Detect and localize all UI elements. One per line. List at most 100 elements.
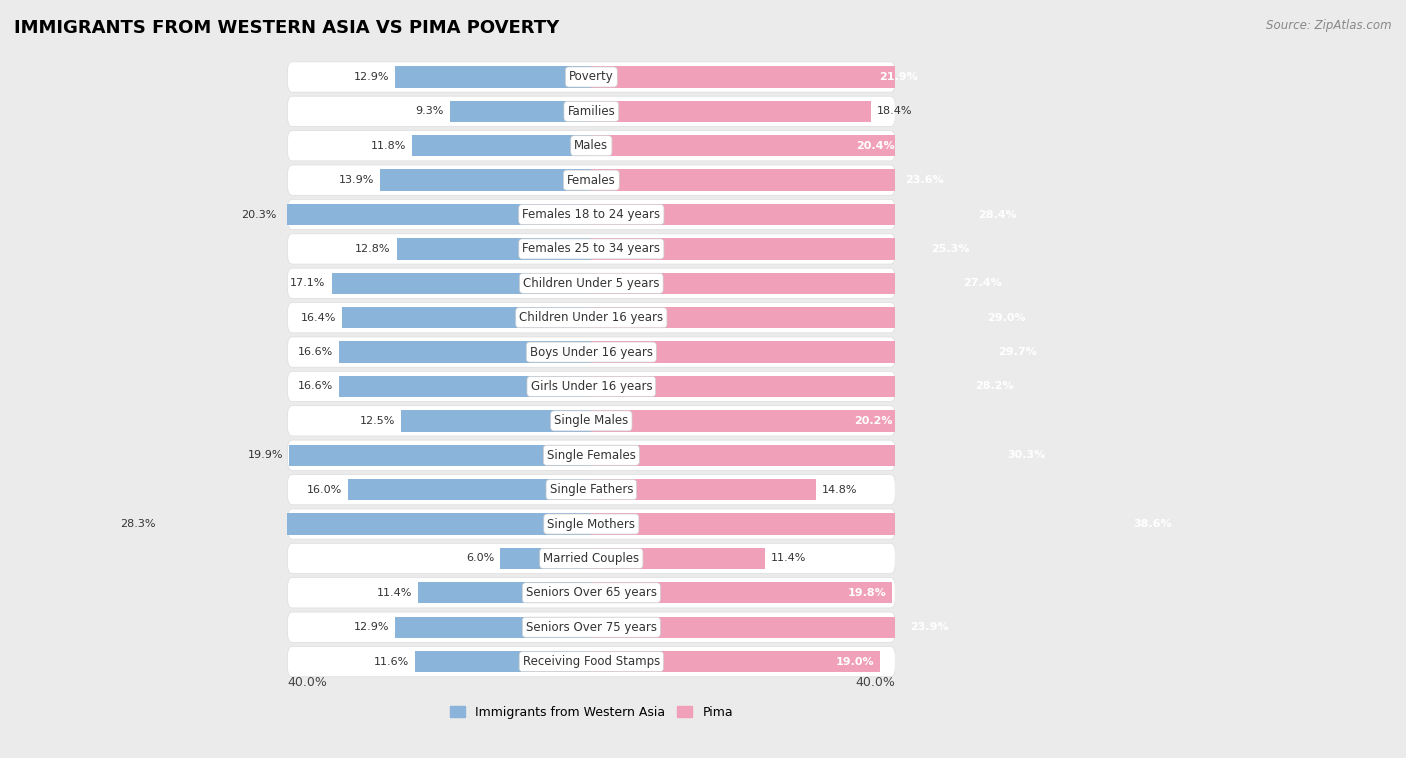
FancyBboxPatch shape bbox=[287, 543, 896, 574]
Text: Married Couples: Married Couples bbox=[543, 552, 640, 565]
Text: Children Under 5 years: Children Under 5 years bbox=[523, 277, 659, 290]
Bar bbox=[592, 651, 880, 672]
Text: 21.9%: 21.9% bbox=[879, 72, 918, 82]
Text: Source: ZipAtlas.com: Source: ZipAtlas.com bbox=[1267, 19, 1392, 32]
Bar bbox=[592, 66, 924, 88]
Text: Seniors Over 75 years: Seniors Over 75 years bbox=[526, 621, 657, 634]
FancyBboxPatch shape bbox=[287, 475, 896, 505]
Text: 20.2%: 20.2% bbox=[853, 416, 893, 426]
Bar bbox=[290, 445, 592, 466]
Text: 30.3%: 30.3% bbox=[1007, 450, 1046, 460]
FancyBboxPatch shape bbox=[287, 337, 896, 367]
Bar bbox=[395, 66, 592, 88]
Text: Seniors Over 65 years: Seniors Over 65 years bbox=[526, 586, 657, 600]
Text: 19.8%: 19.8% bbox=[848, 587, 886, 598]
Text: 29.7%: 29.7% bbox=[998, 347, 1036, 357]
Text: 28.3%: 28.3% bbox=[120, 519, 155, 529]
Text: Single Fathers: Single Fathers bbox=[550, 483, 633, 496]
Text: 40.0%: 40.0% bbox=[855, 676, 896, 690]
Bar bbox=[339, 376, 592, 397]
FancyBboxPatch shape bbox=[287, 130, 896, 161]
Text: 12.5%: 12.5% bbox=[360, 416, 395, 426]
Text: 13.9%: 13.9% bbox=[339, 175, 374, 185]
Text: 6.0%: 6.0% bbox=[465, 553, 494, 563]
Text: 16.6%: 16.6% bbox=[298, 381, 333, 391]
Bar bbox=[592, 135, 901, 156]
FancyBboxPatch shape bbox=[287, 96, 896, 127]
FancyBboxPatch shape bbox=[287, 647, 896, 677]
Text: 38.6%: 38.6% bbox=[1133, 519, 1171, 529]
Bar bbox=[592, 101, 870, 122]
Text: 17.1%: 17.1% bbox=[290, 278, 325, 288]
Text: 14.8%: 14.8% bbox=[823, 484, 858, 495]
Text: 20.3%: 20.3% bbox=[242, 209, 277, 220]
Bar bbox=[342, 307, 592, 328]
Text: Children Under 16 years: Children Under 16 years bbox=[519, 312, 664, 324]
Text: 29.0%: 29.0% bbox=[987, 313, 1026, 323]
Text: 11.6%: 11.6% bbox=[374, 656, 409, 666]
Bar bbox=[349, 479, 592, 500]
Text: 9.3%: 9.3% bbox=[416, 106, 444, 117]
FancyBboxPatch shape bbox=[287, 233, 896, 264]
FancyBboxPatch shape bbox=[287, 302, 896, 333]
FancyBboxPatch shape bbox=[287, 371, 896, 402]
FancyBboxPatch shape bbox=[287, 62, 896, 92]
Bar bbox=[592, 548, 765, 569]
Text: 28.4%: 28.4% bbox=[979, 209, 1017, 220]
Text: Males: Males bbox=[574, 139, 609, 152]
Bar bbox=[592, 204, 1022, 225]
Bar bbox=[501, 548, 592, 569]
Text: 20.4%: 20.4% bbox=[856, 141, 896, 151]
FancyBboxPatch shape bbox=[287, 578, 896, 608]
FancyBboxPatch shape bbox=[287, 199, 896, 230]
Text: Single Females: Single Females bbox=[547, 449, 636, 462]
Bar bbox=[592, 341, 1043, 363]
Bar bbox=[380, 170, 592, 191]
FancyBboxPatch shape bbox=[287, 612, 896, 642]
Text: IMMIGRANTS FROM WESTERN ASIA VS PIMA POVERTY: IMMIGRANTS FROM WESTERN ASIA VS PIMA POV… bbox=[14, 19, 560, 37]
Text: Females 18 to 24 years: Females 18 to 24 years bbox=[522, 208, 661, 221]
Text: 16.0%: 16.0% bbox=[307, 484, 342, 495]
Text: Families: Families bbox=[568, 105, 616, 117]
Text: 12.9%: 12.9% bbox=[354, 622, 389, 632]
Text: 25.3%: 25.3% bbox=[931, 244, 970, 254]
Text: 12.9%: 12.9% bbox=[354, 72, 389, 82]
Text: 27.4%: 27.4% bbox=[963, 278, 1001, 288]
Text: Receiving Food Stamps: Receiving Food Stamps bbox=[523, 655, 659, 668]
Text: 19.9%: 19.9% bbox=[247, 450, 283, 460]
Bar bbox=[592, 513, 1178, 534]
Bar bbox=[339, 341, 592, 363]
Bar bbox=[395, 616, 592, 637]
Bar bbox=[415, 651, 592, 672]
Text: Females 25 to 34 years: Females 25 to 34 years bbox=[523, 243, 661, 255]
Text: Single Males: Single Males bbox=[554, 415, 628, 428]
Text: 40.0%: 40.0% bbox=[287, 676, 328, 690]
Bar bbox=[592, 410, 898, 431]
Bar bbox=[592, 445, 1052, 466]
Text: 11.4%: 11.4% bbox=[377, 587, 412, 598]
FancyBboxPatch shape bbox=[287, 268, 896, 299]
Bar bbox=[396, 238, 592, 259]
Legend: Immigrants from Western Asia, Pima: Immigrants from Western Asia, Pima bbox=[444, 700, 738, 724]
Bar bbox=[283, 204, 592, 225]
Bar bbox=[592, 582, 893, 603]
Text: 28.2%: 28.2% bbox=[976, 381, 1014, 391]
FancyBboxPatch shape bbox=[287, 509, 896, 539]
Bar bbox=[412, 135, 592, 156]
FancyBboxPatch shape bbox=[287, 165, 896, 196]
Bar bbox=[418, 582, 592, 603]
Text: Poverty: Poverty bbox=[569, 70, 614, 83]
Bar bbox=[450, 101, 592, 122]
Bar bbox=[592, 376, 1019, 397]
Text: 11.4%: 11.4% bbox=[770, 553, 806, 563]
Text: 23.6%: 23.6% bbox=[905, 175, 943, 185]
Text: Single Mothers: Single Mothers bbox=[547, 518, 636, 531]
Bar bbox=[592, 479, 817, 500]
Text: 16.6%: 16.6% bbox=[298, 347, 333, 357]
Bar bbox=[402, 410, 592, 431]
Bar bbox=[332, 273, 592, 294]
FancyBboxPatch shape bbox=[287, 406, 896, 436]
Bar bbox=[592, 616, 955, 637]
Text: 12.8%: 12.8% bbox=[356, 244, 391, 254]
Bar bbox=[162, 513, 592, 534]
